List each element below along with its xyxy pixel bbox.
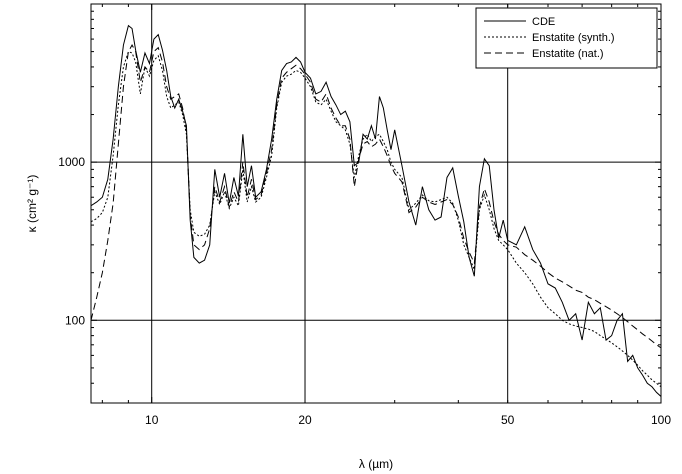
x-tick-label: 100 [651,413,671,427]
grid-lines [91,3,662,404]
legend-label-enstatite-synth: Enstatite (synth.) [532,32,615,44]
x-axis-ticks: 10 20 50 100 [145,413,671,427]
legend-box [475,7,658,69]
y-axis-label: κ (cm² g⁻¹) [25,175,39,233]
y-tick-label: 100 [65,313,85,327]
legend: CDE Enstatite (synth.) Enstatite (nat.) [475,7,658,69]
legend-label-cde: CDE [532,16,555,28]
x-tick-label: 10 [145,413,159,427]
plot-series [91,24,661,397]
series-line-0 [91,24,661,397]
y-tick-label: 1000 [58,155,85,169]
x-axis-label: λ (µm) [359,457,393,471]
y-axis-ticks: 100 1000 [58,155,85,327]
series-line-1 [91,50,661,388]
x-tick-label: 20 [298,413,312,427]
x-tick-label: 50 [501,413,515,427]
legend-label-enstatite-nat: Enstatite (nat.) [532,48,604,60]
plot-frame [90,3,662,404]
series-line-2 [91,44,661,349]
